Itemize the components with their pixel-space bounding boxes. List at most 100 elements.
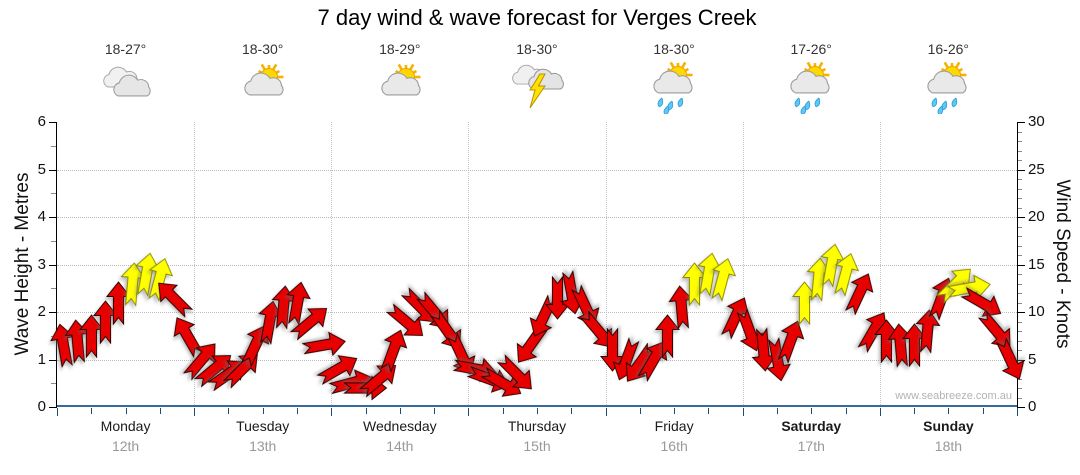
wave-axis-minor-tick [51,240,56,242]
wind-axis-minor-tick [1018,226,1022,228]
temperature-row: 18-27° 18-30° 18-29° 18-30° 18-30° 17-26° 16-2… [57,41,1017,57]
wind-axis-minor-tick [1018,179,1022,180]
wind-arrow [380,329,407,374]
wind-arrow [579,310,613,348]
wave-axis-major-tick [49,169,56,171]
temp-range: 17-26° [790,41,832,57]
wind-arrow [480,367,522,398]
wind-arrow [599,328,625,372]
wave-axis-tick-label: 1 [37,350,46,368]
wind-arrow [158,282,194,318]
time-tick [159,408,161,414]
wind-axis-minor-tick [1018,293,1022,294]
time-tick [57,408,58,416]
wind-axis-minor-tick [1018,283,1022,285]
day-boundary-gridline [605,122,607,407]
wind-axis-tick-label: 5 [1028,350,1037,368]
wave-axis-tick-label: 6 [37,113,46,130]
weather-icon-storm [468,60,605,114]
time-tick [468,408,470,416]
wind-arrow [977,310,1011,348]
time-tick [399,408,401,414]
time-tick [742,408,744,416]
wind-axis-major-tick [1018,312,1025,313]
day-boundary-gridline [331,122,333,407]
wave-axis-title: Wave Height - Metres [12,172,33,356]
day-boundary-gridline [468,122,470,407]
wind-arrow [960,286,1002,317]
temp-range: 18-29° [379,41,421,57]
wave-axis-tick-label: 2 [37,303,46,320]
time-tick [777,408,778,414]
wave-axis-major-tick [49,312,56,313]
day-date: 16th [660,438,688,454]
wind-axis-tick-label: 0 [1028,398,1037,415]
wind-axis-minor-tick [1018,397,1022,399]
wind-arrow [173,316,204,358]
day-name: Sunday [923,418,974,434]
wind-axis-minor-tick [1018,255,1022,256]
day-name: Friday [654,418,694,434]
horizontal-gridline [57,359,1017,361]
wind-axis-minor-tick [1018,331,1022,332]
wind-axis-minor-tick [1018,131,1022,133]
day-date: 15th [523,438,551,454]
weather-icon-sun-showers [880,60,1017,114]
wind-arrow [182,342,216,381]
wind-axis-minor-tick [1018,236,1022,237]
wind-arrow [777,320,805,364]
temp-range: 18-30° [241,41,284,57]
time-tick [537,408,538,414]
wind-arrow [222,353,258,389]
wind-axis-minor-tick [1018,150,1022,152]
time-tick [228,408,230,414]
wave-axis-major-tick [49,407,56,408]
horizontal-gridline [57,217,1017,218]
time-tick [571,408,573,414]
wind-axis-tick-label: 10 [1028,303,1045,320]
day-name: Monday [100,418,151,434]
wind-axis-minor-tick [1018,198,1022,199]
weather-icon-sun-cloud [331,60,468,114]
day-date: 13th [249,438,277,454]
time-tick [434,408,436,414]
wind-axis-minor-tick [1018,378,1022,380]
wave-axis-major-tick [49,264,56,266]
temp-range: 18-27° [104,41,147,57]
time-tick [879,408,881,416]
wind-axis-major-tick [1018,169,1025,171]
wave-axis-minor-tick [51,145,56,147]
wind-arrow [995,336,1025,380]
wind-axis-tick-label: 30 [1028,113,1045,130]
wave-axis-minor-tick [51,193,56,195]
time-tick [811,408,813,414]
wind-arrow [915,309,941,354]
wave-axis-major-tick [49,217,56,218]
day-name: Thursday [507,418,567,434]
wind-axis-tick-label: 15 [1028,255,1045,273]
wind-arrow [358,364,396,398]
wave-axis-minor-tick [51,383,56,385]
wind-arrow [496,353,532,390]
time-tick [502,408,504,414]
right-axis-line [1017,122,1018,408]
horizontal-gridline [57,312,1017,313]
day-name: Tuesday [236,418,290,434]
weather-icon-sun-showers [606,60,743,114]
wind-axis-major-tick [1018,359,1025,361]
wind-arrow [315,355,358,386]
time-tick [708,408,710,414]
left-axis-line [56,122,57,408]
day-date: 12th [111,438,140,454]
wave-axis-tick-label: 4 [37,208,46,225]
wind-axis-major-tick [1018,217,1025,218]
day-date: 17th [797,438,825,454]
time-tick [365,408,367,414]
day-boundary-gridline [742,122,744,407]
temp-range: 16-26° [927,41,970,57]
time-tick [639,408,641,414]
time-tick [262,408,264,414]
horizontal-gridline [57,169,1017,171]
weather-icon-sun-showers [743,60,880,114]
